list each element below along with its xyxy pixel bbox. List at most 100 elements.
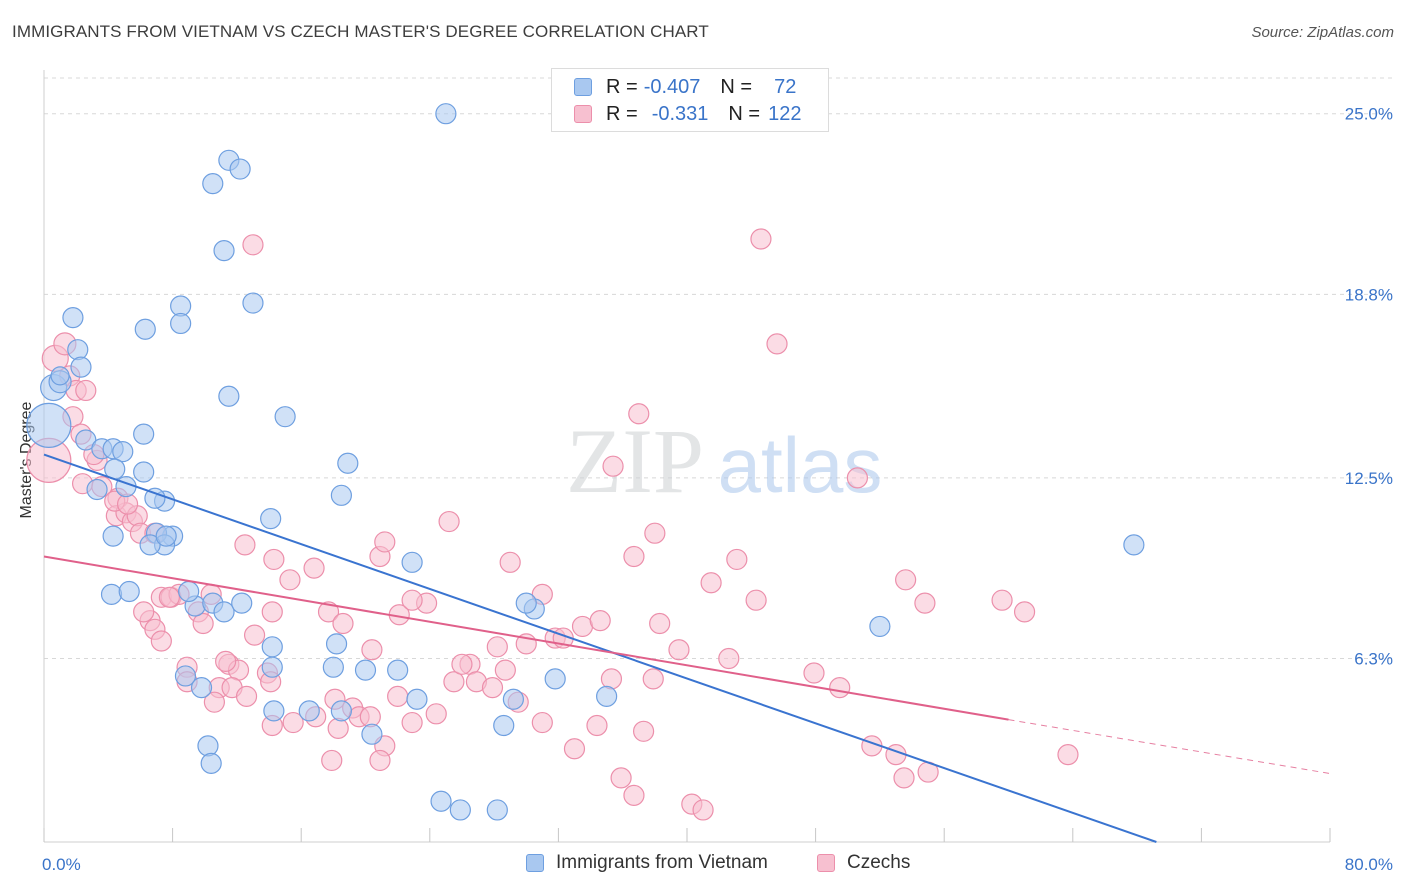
czechs-point xyxy=(327,717,349,739)
vietnam-point xyxy=(401,551,423,573)
vietnam-point xyxy=(387,659,409,681)
vietnam-point xyxy=(354,659,377,681)
vietnam-point xyxy=(75,429,97,451)
vietnam-point xyxy=(337,452,359,474)
czechs-point xyxy=(991,589,1013,611)
czechs-point xyxy=(649,612,671,635)
vietnam-points xyxy=(26,103,1145,821)
vietnam-point xyxy=(486,799,508,821)
x-tick-label-min: 0.0% xyxy=(42,855,81,874)
czechs-point xyxy=(401,711,423,734)
czechs-point xyxy=(600,668,623,690)
czechs-point xyxy=(150,630,172,652)
czechs-point xyxy=(401,589,423,611)
vietnam-point xyxy=(298,700,320,722)
vietnam-point xyxy=(325,633,348,655)
czechs-point xyxy=(623,784,645,806)
vietnam-point xyxy=(190,676,213,699)
czechs-point xyxy=(1013,601,1036,623)
vietnam-point xyxy=(202,173,224,195)
czechs-point xyxy=(215,650,237,672)
x-tick-label-max: 80.0% xyxy=(1345,855,1393,874)
czechs-point xyxy=(261,601,283,623)
legend-row-vietnam: R = -0.407 N = 72 xyxy=(574,76,796,98)
czechs-point xyxy=(234,534,256,556)
czechs-point xyxy=(586,714,608,737)
y-tick-label: 12.5% xyxy=(1345,469,1393,488)
vietnam-point xyxy=(86,478,108,501)
vietnam-point xyxy=(197,735,219,757)
vietnam-point xyxy=(261,656,283,678)
czechs-point xyxy=(895,569,917,591)
vietnam-point xyxy=(144,487,166,509)
czechs-point xyxy=(75,379,97,402)
correlation-legend: R = -0.407 N = 72 R = -0.331 N = 122 xyxy=(551,68,829,132)
legend-swatch-blue xyxy=(526,854,544,872)
legend-item-czechs[interactable]: Czechs xyxy=(817,852,910,874)
czechs-point xyxy=(243,624,266,646)
vietnam-point xyxy=(70,356,92,378)
chart-title: IMMIGRANTS FROM VIETNAM VS CZECH MASTER'… xyxy=(12,22,709,41)
watermark-zip: ZIP xyxy=(566,410,704,512)
legend-label-vietnam: Immigrants from Vietnam xyxy=(556,852,768,873)
czechs-point xyxy=(766,333,788,355)
vietnam-point xyxy=(178,580,200,603)
legend-r-label: R = xyxy=(606,75,638,98)
czechs-point xyxy=(369,749,391,772)
legend-label-czechs: Czechs xyxy=(847,852,911,873)
vietnam-point xyxy=(330,700,352,722)
czechs-point xyxy=(133,601,155,623)
vietnam-point xyxy=(544,668,566,690)
czechs-point xyxy=(158,586,180,608)
czechs-trend-extension xyxy=(1008,719,1331,775)
czechs-trend-line xyxy=(43,555,1009,721)
legend-r-value: -0.407 xyxy=(643,75,701,98)
czechs-point xyxy=(494,659,516,681)
czechs-point xyxy=(718,647,740,670)
czechs-point xyxy=(803,662,825,684)
legend-swatch-pink xyxy=(817,854,835,872)
czechs-point xyxy=(692,799,714,821)
vietnam-point xyxy=(170,312,192,335)
vietnam-point xyxy=(596,685,618,707)
czechs-point xyxy=(623,545,645,568)
legend-r-label: R = xyxy=(606,102,638,125)
czechs-point xyxy=(282,711,304,734)
vietnam-point xyxy=(261,636,283,658)
vietnam-point xyxy=(242,292,264,314)
vietnam-point xyxy=(102,525,124,547)
vietnam-point xyxy=(1123,534,1145,556)
czechs-point xyxy=(361,639,383,661)
vietnam-trend-line xyxy=(43,453,1157,843)
vietnam-point xyxy=(330,484,352,506)
czechs-point xyxy=(632,720,655,742)
vietnam-point xyxy=(430,790,452,812)
vietnam-point xyxy=(406,688,428,710)
czechs-point xyxy=(829,676,851,699)
vietnam-point xyxy=(100,583,123,605)
vietnam-point xyxy=(26,402,72,449)
vietnam-point xyxy=(493,714,515,737)
czechs-point xyxy=(443,671,465,693)
vietnam-point xyxy=(155,525,177,547)
vietnam-point xyxy=(112,441,134,463)
legend-n-value: 122 xyxy=(768,102,802,125)
czechs-point xyxy=(425,703,447,725)
vietnam-point xyxy=(263,700,285,722)
czechs-point xyxy=(279,569,301,591)
legend-n-value: 72 xyxy=(774,75,797,98)
legend-r-value: -0.331 xyxy=(651,102,709,125)
czechs-point xyxy=(235,685,258,707)
watermark-atlas: atlas xyxy=(718,421,883,509)
czechs-point xyxy=(642,668,664,690)
legend-item-vietnam[interactable]: Immigrants from Vietnam xyxy=(526,852,768,874)
czechs-point xyxy=(726,548,748,571)
source-label: Source: ZipAtlas.com xyxy=(1251,24,1394,41)
legend-swatch-blue xyxy=(574,78,592,96)
vietnam-point xyxy=(515,592,537,614)
czechs-point xyxy=(1057,744,1079,766)
czechs-point xyxy=(571,615,594,638)
czechs-point xyxy=(700,572,722,594)
vietnam-point xyxy=(218,385,240,407)
